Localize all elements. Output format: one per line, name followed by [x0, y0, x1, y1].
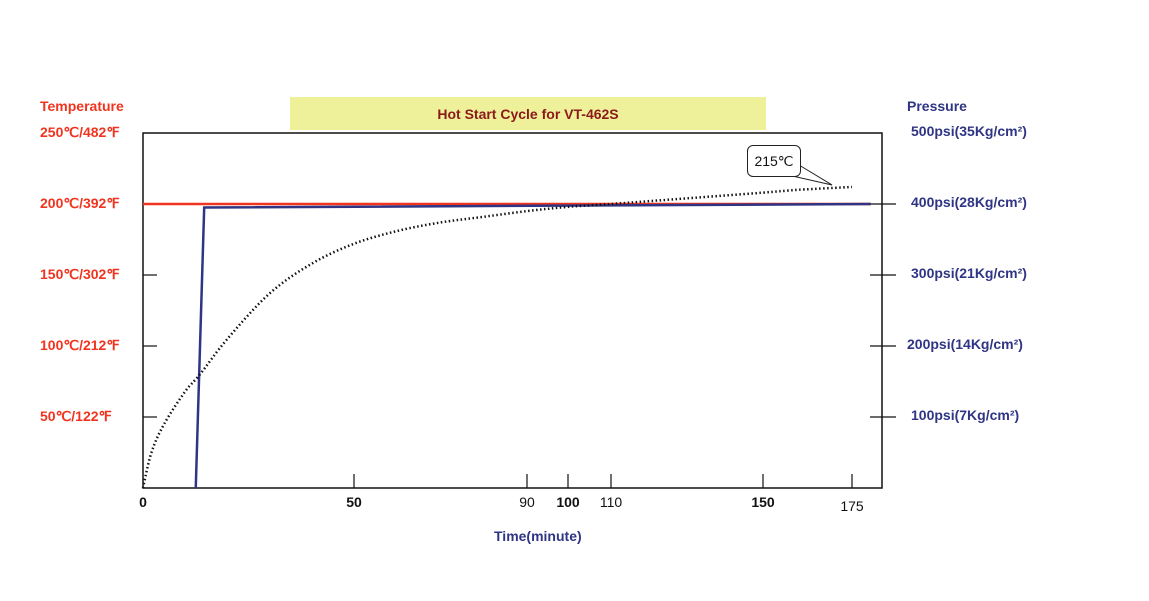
x-tick-label: 175: [840, 498, 864, 514]
x-tick-label: 110: [599, 494, 623, 510]
y-right-axis-title: Pressure: [907, 98, 967, 114]
x-tick-label: 50: [346, 494, 362, 510]
y-right-tick-label: 300psi(21Kg/cm²): [911, 265, 1027, 281]
y-left-tick-label: 50℃/122℉: [40, 408, 112, 424]
x-tick-label: 150: [751, 494, 775, 510]
annotation-callout: 215℃: [747, 145, 801, 177]
y-right-tick-label: 200psi(14Kg/cm²): [907, 336, 1023, 352]
y-right-tick-label: 500psi(35Kg/cm²): [911, 123, 1027, 139]
pressure-line: [194, 202, 871, 489]
x-tick-label: 0: [139, 494, 147, 510]
y-left-tick-label: 250℃/482℉: [40, 124, 120, 140]
y-left-tick-label: 150℃/302℉: [40, 266, 120, 282]
x-tick-label: 100: [556, 494, 580, 510]
y-right-tick-label: 100psi(7Kg/cm²): [911, 407, 1020, 423]
y-left-axis-title: Temperature: [40, 98, 124, 114]
plot-frame: [142, 132, 883, 489]
y-left-tick-label: 100℃/212℉: [40, 337, 120, 353]
chart-title: Hot Start Cycle for VT-462S: [290, 97, 766, 130]
y-right-tick-label: 400psi(28Kg/cm²): [911, 194, 1027, 210]
x-axis-title: Time(minute): [494, 528, 582, 544]
y-left-tick-label: 200℃/392℉: [40, 195, 120, 211]
temperature-curve: [141, 185, 853, 489]
x-tick-label: 90: [519, 494, 535, 510]
